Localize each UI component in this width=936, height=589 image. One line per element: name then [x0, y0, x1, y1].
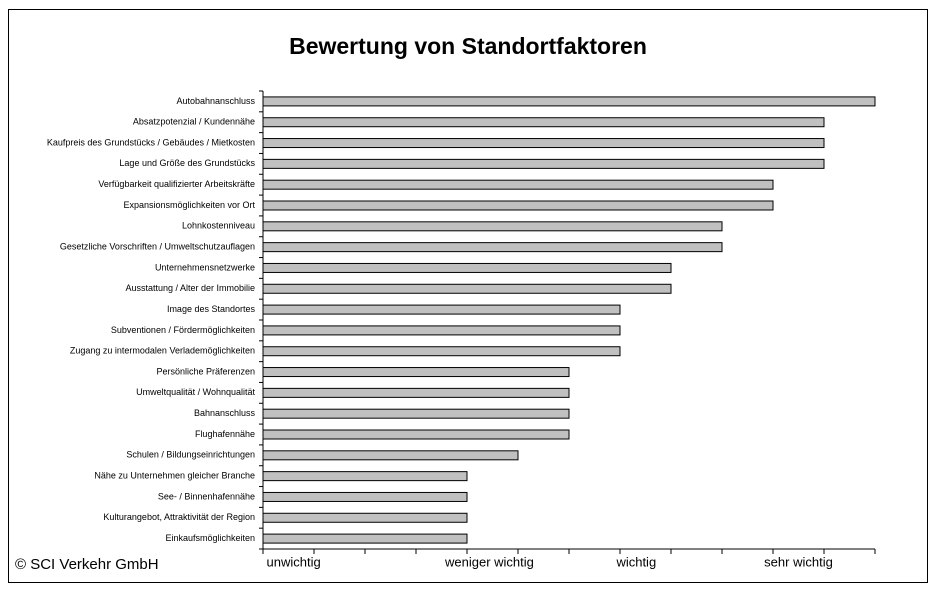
footer: © SCI Verkehr GmbH: [15, 556, 159, 573]
bar: [262, 262, 672, 273]
y-tick-label: Umweltqualität / Wohnqualität: [136, 387, 255, 397]
x-scale-label: sehr wichtig: [764, 554, 833, 569]
bar: [262, 325, 621, 336]
bar: [262, 200, 774, 211]
x-scale-label: wichtig: [615, 554, 656, 569]
bar: [262, 158, 825, 169]
bar: [262, 471, 468, 482]
bar: [262, 408, 570, 419]
y-tick-label: Subventionen / Fördermöglichkeiten: [111, 325, 255, 335]
y-tick-label: Einkaufsmöglichkeiten: [165, 533, 255, 543]
y-tick-label: Unternehmensnetzwerke: [155, 262, 255, 272]
y-tick-label: Bahnanschluss: [194, 408, 256, 418]
y-tick-label: Ausstattung / Alter der Immobilie: [125, 283, 255, 293]
y-tick-label: Kaufpreis des Grundstücks / Gebäudes / M…: [47, 137, 255, 147]
chart-title: Bewertung von Standortfaktoren: [289, 33, 647, 59]
bar: [262, 346, 621, 357]
y-tick-label: Verfügbarkeit qualifizierter Arbeitskräf…: [98, 179, 255, 189]
y-tick-label: Absatzpotenzial / Kundennähe: [133, 117, 255, 127]
y-tick-label: Schulen / Bildungseinrichtungen: [126, 450, 255, 460]
x-scale-label: weniger wichtig: [444, 554, 534, 569]
bar: [262, 450, 519, 461]
y-tick-label: Gesetzliche Vorschriften / Umweltschutza…: [60, 242, 255, 252]
y-tick-label: Kulturangebot, Attraktivität der Region: [103, 512, 255, 522]
y-tick-label: Flughafennähe: [195, 429, 255, 439]
bar: [262, 242, 723, 253]
bar: [262, 283, 672, 294]
y-tick-label: Autobahnanschluss: [176, 96, 255, 106]
y-tick-label: See- / Binnenhafennähe: [158, 491, 255, 501]
bar: [262, 117, 825, 128]
y-tick-label: Expansionsmöglichkeiten vor Ort: [123, 200, 255, 210]
bar: [262, 96, 876, 107]
bar: [262, 533, 468, 544]
bar: [262, 138, 825, 149]
bar: [262, 221, 723, 232]
bar: [262, 179, 774, 190]
y-tick-label: Lage und Größe des Grundstücks: [119, 158, 255, 168]
bar: [262, 512, 468, 523]
bar: [262, 491, 468, 502]
bar: [262, 387, 570, 398]
y-tick-label: Persönliche Präferenzen: [156, 366, 255, 376]
bar: [262, 367, 570, 378]
x-scale-label: unwichtig: [266, 554, 320, 569]
y-tick-label: Zugang zu intermodalen Verlademöglichkei…: [70, 346, 255, 356]
frame: [8, 9, 928, 583]
y-tick-label: Nähe zu Unternehmen gleicher Branche: [94, 471, 255, 481]
bar: [262, 429, 570, 440]
y-tick-label: Lohnkostenniveau: [182, 221, 255, 231]
bar: [262, 304, 621, 315]
y-tick-label: Image des Standortes: [167, 304, 256, 314]
